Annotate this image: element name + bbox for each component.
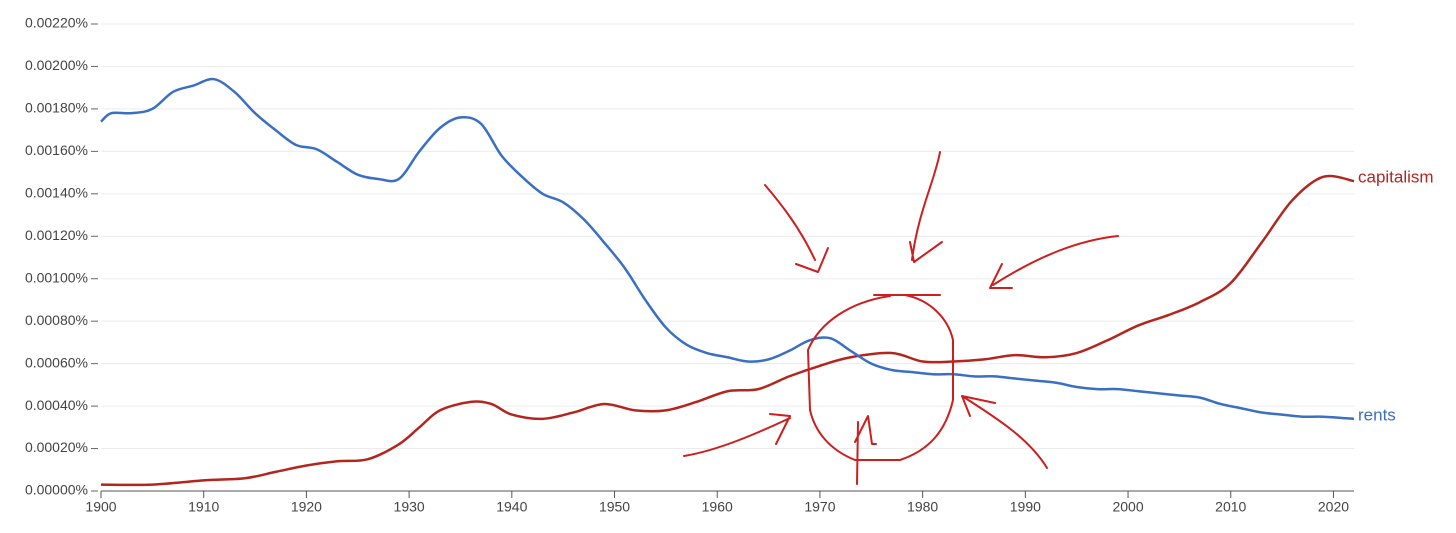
x-tick-label: 1970	[804, 499, 835, 515]
annotation-arrow	[961, 395, 1048, 469]
x-tick-label: 2020	[1318, 499, 1349, 515]
series-label: capitalism	[1358, 168, 1434, 187]
x-tick-label: 1980	[907, 499, 938, 515]
annotation-arrow	[989, 235, 1119, 289]
series-line	[100, 174, 1355, 487]
series-line	[100, 77, 1355, 421]
y-tick-label: 0.00200%	[25, 57, 88, 73]
annotation-stroke	[807, 294, 954, 461]
x-tick-label: 1920	[291, 499, 322, 515]
plot: capitalism rents	[100, 77, 1434, 487]
y-tick-label: 0.00020%	[25, 439, 88, 455]
x-tick-label: 1990	[1010, 499, 1041, 515]
x-tick-label: 1960	[702, 499, 733, 515]
x-tick-label: 1930	[394, 499, 425, 515]
x-tick-label: 1950	[599, 499, 630, 515]
y-tick-label: 0.00220%	[25, 15, 88, 31]
x-tick-label: 1910	[188, 499, 219, 515]
x-tick-label: 1900	[85, 499, 116, 515]
x-tick-label: 2000	[1112, 499, 1143, 515]
y-tick-label: 0.00000%	[25, 482, 88, 498]
x-tick-label: 2010	[1215, 499, 1246, 515]
y-tick-label: 0.00140%	[25, 185, 88, 201]
y-tick-label: 0.00100%	[25, 269, 88, 285]
annotation-arrow	[854, 415, 877, 485]
grid: 0.00000% 0.00020% 0.00040% 0.00060% 0.00080%…	[25, 15, 1354, 515]
y-tick-label: 0.00120%	[25, 227, 88, 243]
y-tick-label: 0.00180%	[25, 100, 88, 116]
x-tick-label: 1940	[496, 499, 527, 515]
y-tick-label: 0.00060%	[25, 354, 88, 370]
y-tick-label: 0.00080%	[25, 312, 88, 328]
y-tick-label: 0.00040%	[25, 397, 88, 413]
annotation-arrow	[683, 413, 791, 457]
annotation-arrow	[909, 151, 943, 263]
series-label: rents	[1358, 405, 1396, 424]
annotation-arrow	[764, 184, 829, 273]
hand-drawn-annotation	[683, 151, 1119, 485]
y-tick-label: 0.00160%	[25, 142, 88, 158]
